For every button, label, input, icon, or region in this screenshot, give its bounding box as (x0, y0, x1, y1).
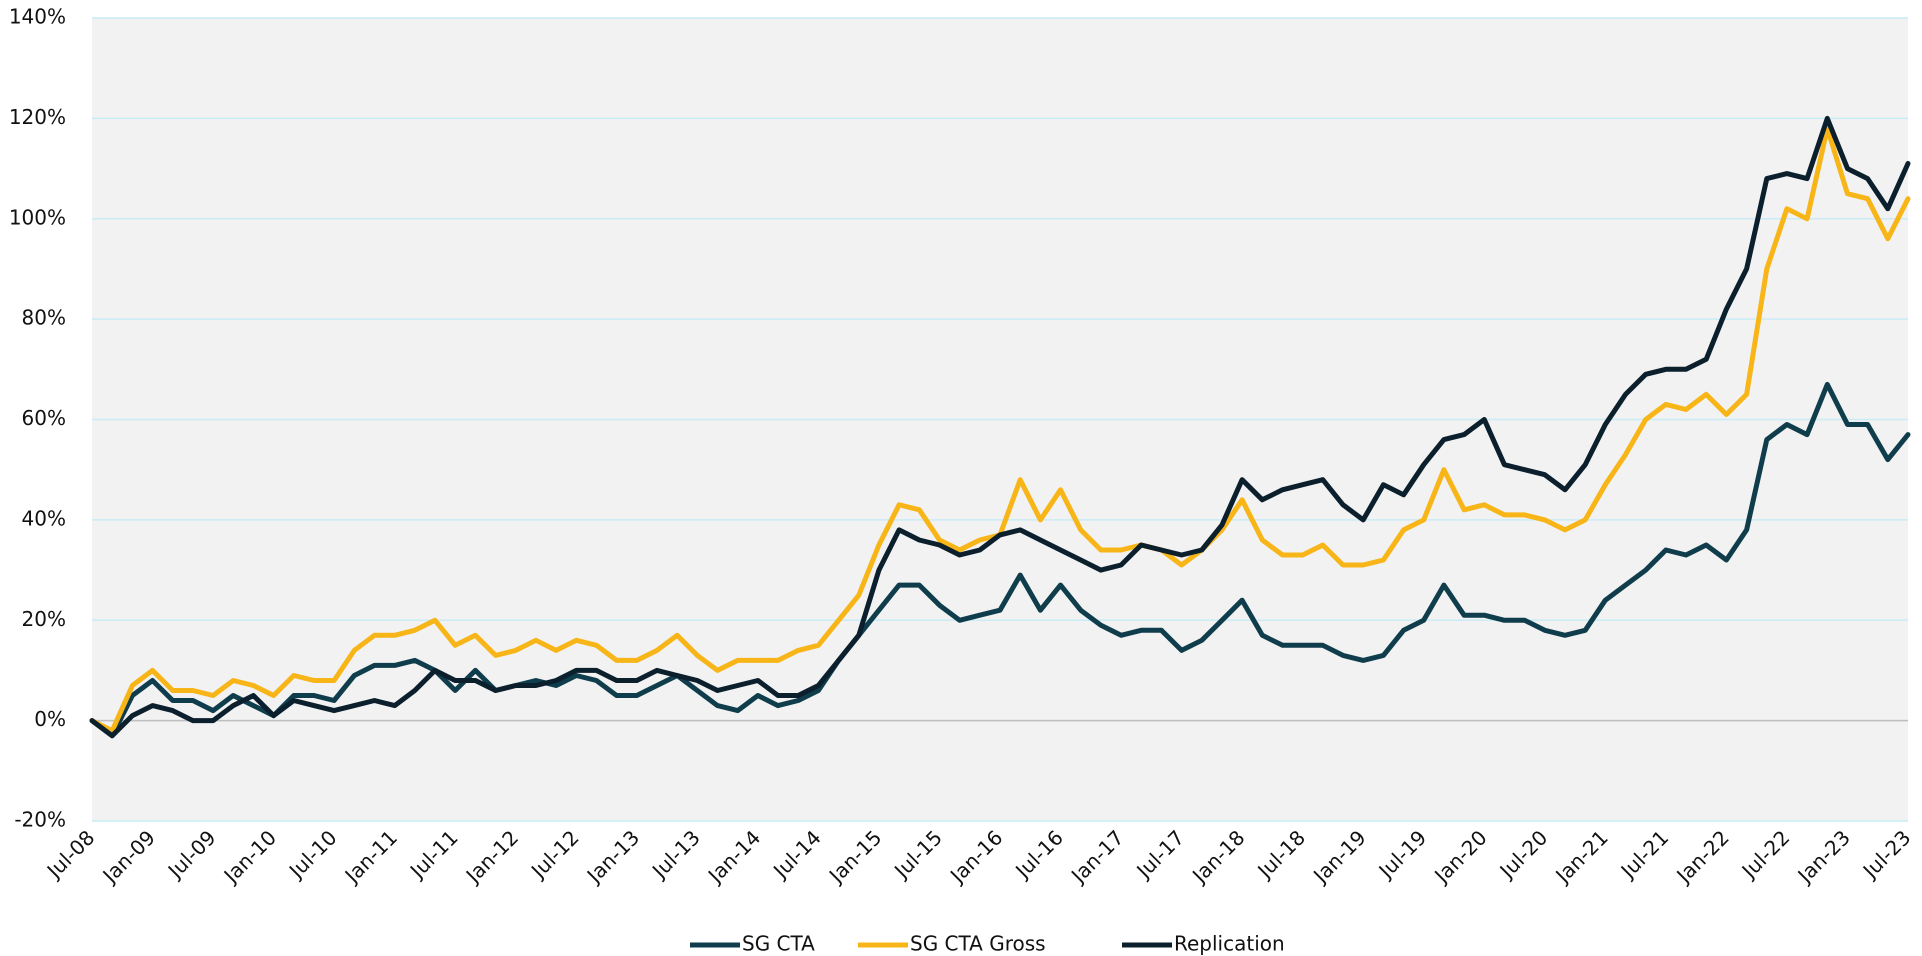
x-tick-label: Jul-11 (404, 825, 463, 884)
y-tick-label: 60% (22, 406, 66, 430)
x-tick-label: Jan-13 (581, 825, 644, 888)
x-tick-label: Jan-22 (1671, 825, 1734, 888)
legend-label: Replication (1174, 932, 1285, 956)
y-tick-label: 80% (22, 306, 66, 330)
x-tick-label: Jan-12 (460, 825, 523, 888)
series-line (89, 115, 1911, 739)
x-tick-label: Jul-15 (888, 825, 947, 884)
x-tick-label: Jul-21 (1615, 825, 1674, 884)
y-tick-label: 0% (34, 707, 66, 731)
x-tick-label: Jul-10 (283, 825, 342, 884)
x-tick-label: Jan-15 (823, 825, 886, 888)
x-tick-label: Jul-18 (1252, 825, 1311, 884)
x-tick-label: Jan-16 (944, 825, 1007, 888)
series-line (89, 381, 1911, 739)
x-tick-label: Jul-20 (1494, 825, 1553, 884)
x-tick-label: Jul-14 (767, 825, 826, 884)
x-tick-label: Jan-23 (1792, 825, 1855, 888)
x-tick-label: Jul-19 (1373, 825, 1432, 884)
x-tick-label: Jan-18 (1186, 825, 1249, 888)
x-tick-label: Jul-22 (1736, 825, 1795, 884)
y-tick-label: 120% (9, 105, 66, 129)
x-tick-label: Jan-14 (702, 825, 765, 888)
x-tick-label: Jan-20 (1428, 825, 1491, 888)
x-tick-label: Jul-17 (1130, 825, 1189, 884)
x-tick-label: Jul-16 (1009, 825, 1068, 884)
x-tick-label: Jul-08 (41, 825, 100, 884)
x-tick-label: Jan-17 (1065, 825, 1128, 888)
x-tick-label: Jan-21 (1549, 825, 1612, 888)
x-tick-label: Jul-23 (1857, 825, 1916, 884)
y-tick-label: 40% (22, 506, 66, 530)
x-tick-label: Jan-09 (97, 825, 160, 888)
x-tick-label: Jul-13 (646, 825, 705, 884)
x-tick-label: Jan-11 (339, 825, 402, 888)
legend-label: SG CTA Gross (910, 932, 1046, 956)
y-tick-label: 100% (9, 205, 66, 229)
x-tick-label: Jul-12 (525, 825, 584, 884)
x-tick-label: Jul-09 (162, 825, 221, 884)
x-tick-label: Jan-19 (1307, 825, 1370, 888)
x-tick-label: Jan-10 (218, 825, 281, 888)
y-tick-label: 140% (9, 5, 66, 29)
legend-label: SG CTA (742, 932, 815, 956)
y-tick-label: 20% (22, 607, 66, 631)
y-tick-label: -20% (14, 808, 66, 832)
